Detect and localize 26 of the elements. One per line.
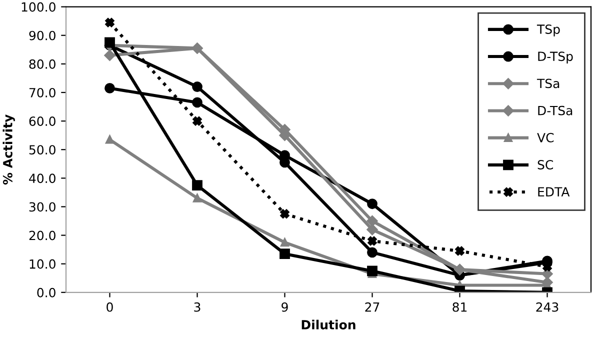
y-tick-label: 60.0: [29, 116, 56, 126]
x-tick-label: 81: [452, 302, 467, 312]
legend-label: SC: [538, 160, 553, 170]
legend-label: TSp: [536, 24, 560, 36]
y-tick-label: 0.0: [37, 288, 56, 298]
x-tick-label: 9: [282, 302, 288, 312]
x-tick-label: 27: [365, 302, 380, 312]
legend-label: TSa: [536, 78, 560, 88]
y-tick-label: 10.0: [30, 259, 56, 269]
y-axis-title: % Activity: [2, 114, 15, 185]
y-tick-label: 70.0: [29, 88, 56, 98]
y-tick-label: 20.0: [29, 230, 56, 240]
x-tick-label: 0: [106, 302, 113, 312]
y-tick-label: 50.0: [29, 145, 56, 155]
legend-label: D-TSa: [538, 106, 572, 116]
legend-label: VC: [537, 132, 554, 142]
legend-label: EDTA: [538, 187, 570, 196]
legend-label: D-TSp: [538, 52, 573, 64]
y-tick-label: 40.0: [29, 174, 56, 184]
y-tick-label: 100.0: [22, 2, 56, 12]
x-axis-title: Dilution: [302, 320, 356, 330]
y-tick-label: 80.0: [29, 59, 56, 69]
y-tick-label: 30.0: [29, 202, 56, 212]
x-tick-label: 3: [194, 302, 200, 312]
y-tick-label: 90.0: [29, 30, 56, 40]
x-tick-label: 243: [536, 302, 558, 312]
